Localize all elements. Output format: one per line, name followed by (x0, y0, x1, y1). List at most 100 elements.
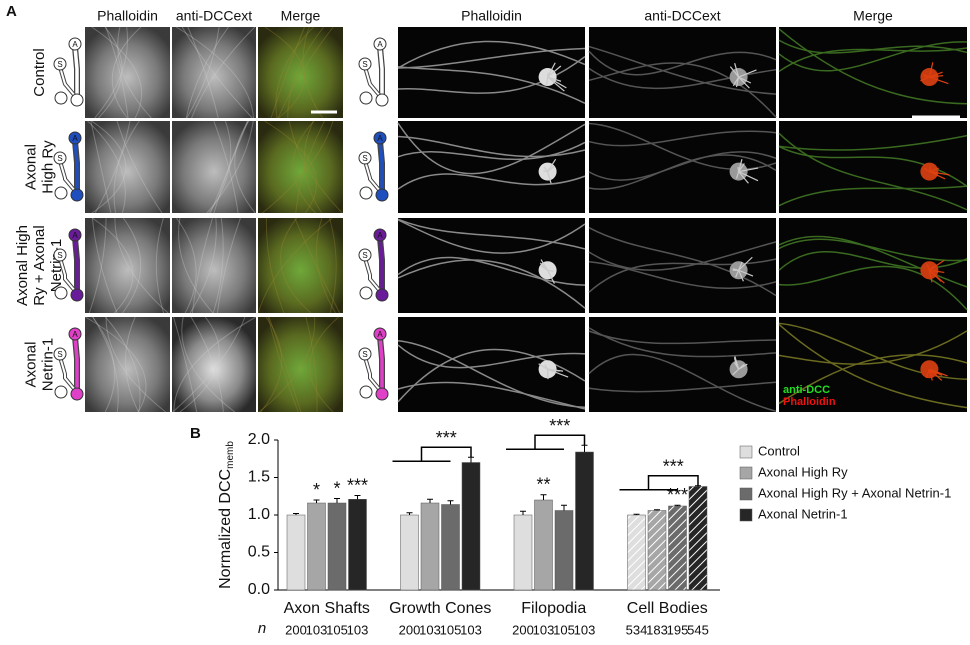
column-header: anti-DCCext (644, 8, 720, 24)
error-bar (448, 501, 454, 505)
row-label: Axonal (22, 342, 39, 388)
y-axis-title-main: Normalized DCC (217, 469, 234, 589)
micrograph (589, 218, 776, 313)
bar (555, 511, 573, 591)
n-count: 103 (347, 622, 369, 637)
micrograph (85, 317, 170, 412)
significance: * (313, 480, 320, 500)
icon-label: S (57, 60, 62, 69)
n-count: 105 (440, 622, 462, 637)
icon-label: A (72, 40, 78, 49)
significance: *** (549, 416, 570, 436)
legend-swatch (740, 509, 752, 521)
column-header: anti-DCCext (176, 8, 252, 24)
neuron-icon: AS (359, 328, 388, 400)
n-count: 103 (533, 622, 555, 637)
significance-bracket (393, 447, 472, 461)
significance: *** (347, 475, 368, 495)
micrograph (398, 317, 585, 412)
y-tick-label: 1.0 (248, 506, 270, 523)
column-header: Phalloidin (97, 8, 158, 24)
icon-label: A (377, 40, 383, 49)
error-bar (561, 505, 567, 510)
icon-label: A (377, 134, 383, 143)
icon-label: S (57, 251, 62, 260)
micrograph (398, 121, 585, 213)
icon-label: A (377, 330, 383, 339)
icon-label: A (72, 231, 78, 240)
column-header: Phalloidin (461, 8, 522, 24)
neuron-icon: AS (359, 38, 388, 106)
overlay-label: anti-DCC (783, 384, 830, 396)
n-count: 183 (646, 622, 668, 637)
n-count: 103 (306, 622, 328, 637)
y-tick-label: 0.5 (248, 544, 270, 561)
bar (442, 505, 460, 591)
error-bar (334, 499, 340, 504)
column-header: Merge (853, 8, 893, 24)
neuron-icon: AS (54, 132, 83, 201)
icon-label: S (362, 251, 367, 260)
x-tick-label: Axon Shafts (284, 600, 370, 617)
panel-label: A (6, 3, 17, 20)
micrograph (779, 121, 967, 213)
bar (514, 515, 532, 590)
legend-label: Axonal High Ry + Axonal Netrin-1 (758, 485, 951, 500)
icon-label: S (362, 60, 367, 69)
micrograph (172, 121, 256, 213)
micrograph (172, 218, 256, 313)
n-count: 200 (512, 622, 534, 637)
error-bar (541, 495, 547, 500)
n-count: 200 (399, 622, 421, 637)
error-bar (582, 445, 588, 452)
x-tick-label: Filopodia (521, 600, 586, 617)
bar (576, 452, 594, 590)
bar (287, 515, 305, 590)
micrograph (85, 121, 170, 213)
bar (628, 515, 646, 590)
n-count: 545 (687, 622, 709, 637)
significance-bracket (506, 435, 585, 449)
significance: ** (536, 475, 550, 495)
legend-label: Control (758, 443, 800, 458)
y-axis-title: Normalized DCCmemb (217, 441, 235, 589)
micrograph (172, 27, 256, 118)
legend-swatch (740, 467, 752, 479)
bar (421, 503, 439, 590)
significance: *** (436, 428, 457, 448)
overlay-label: Phalloidin (783, 396, 836, 408)
row-label: Axonal (22, 144, 39, 190)
significance: * (333, 478, 340, 498)
n-count: 103 (419, 622, 441, 637)
micrograph (589, 317, 776, 412)
n-count: 105 (326, 622, 348, 637)
micrograph (258, 218, 343, 313)
row-label: Ry + Axonal (31, 225, 48, 305)
micrograph (258, 317, 343, 412)
micrograph (258, 27, 343, 118)
error-bar (355, 496, 361, 500)
micrograph (589, 121, 776, 213)
x-tick-label: Growth Cones (389, 600, 491, 617)
micrograph (398, 218, 585, 313)
y-tick-label: 2.0 (248, 431, 270, 448)
row-label: High Ry (39, 140, 56, 194)
error-bar (468, 457, 474, 462)
row-label: Control (31, 48, 48, 96)
neuron-icon: AS (359, 132, 388, 201)
bar (401, 515, 419, 590)
error-bar (407, 513, 413, 515)
legend-swatch (740, 488, 752, 500)
micrograph (258, 121, 343, 213)
error-bar (427, 499, 433, 503)
bar (308, 503, 326, 590)
legend-swatch (740, 446, 752, 458)
micrograph (398, 27, 585, 118)
neuron-icon: AS (359, 229, 388, 301)
bar (462, 463, 480, 591)
micrograph (779, 218, 967, 313)
error-bar (314, 500, 320, 503)
